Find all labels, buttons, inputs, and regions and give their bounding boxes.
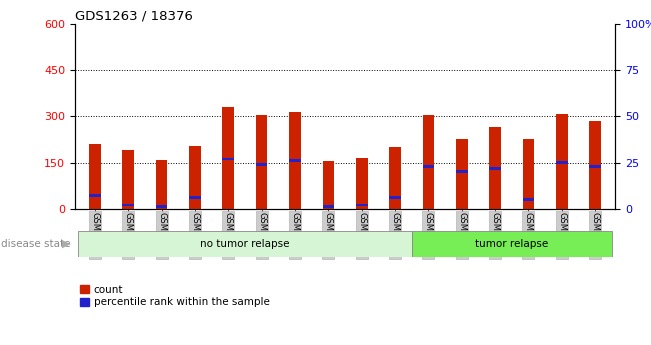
Bar bbox=[256, 163, 268, 166]
Bar bbox=[389, 147, 401, 209]
Bar bbox=[523, 198, 534, 201]
Bar bbox=[422, 115, 434, 209]
Bar bbox=[89, 195, 101, 197]
Bar bbox=[189, 196, 201, 199]
Bar bbox=[556, 114, 568, 209]
Bar bbox=[356, 158, 368, 209]
Bar bbox=[122, 150, 134, 209]
Bar bbox=[78, 231, 411, 257]
Bar bbox=[523, 139, 534, 209]
Bar bbox=[289, 159, 301, 162]
Bar bbox=[89, 144, 101, 209]
Bar bbox=[223, 107, 234, 209]
Legend: count, percentile rank within the sample: count, percentile rank within the sample bbox=[80, 285, 270, 307]
Bar bbox=[189, 146, 201, 209]
Bar bbox=[589, 121, 601, 209]
Text: GSM50509: GSM50509 bbox=[324, 213, 333, 258]
Bar bbox=[122, 204, 134, 206]
Text: ▶: ▶ bbox=[62, 239, 70, 249]
Bar bbox=[389, 196, 401, 199]
Bar bbox=[322, 161, 334, 209]
Bar bbox=[589, 165, 601, 168]
Bar bbox=[456, 139, 467, 209]
Bar bbox=[490, 167, 501, 169]
Text: GSM50473: GSM50473 bbox=[424, 213, 433, 258]
Bar bbox=[156, 206, 167, 208]
Text: GSM50506: GSM50506 bbox=[224, 213, 233, 258]
Text: GSM50510: GSM50510 bbox=[491, 213, 499, 258]
Bar bbox=[256, 115, 268, 209]
Text: GSM50475: GSM50475 bbox=[457, 213, 466, 258]
Text: GSM50512: GSM50512 bbox=[391, 213, 400, 258]
Bar bbox=[490, 127, 501, 209]
Text: tumor relapse: tumor relapse bbox=[475, 239, 548, 249]
Text: GSM50508: GSM50508 bbox=[290, 213, 299, 258]
Bar bbox=[223, 158, 234, 160]
Text: GSM50507: GSM50507 bbox=[257, 213, 266, 258]
Bar bbox=[356, 204, 368, 206]
Text: GSM50515: GSM50515 bbox=[590, 213, 600, 258]
Text: GSM50513: GSM50513 bbox=[524, 213, 533, 258]
Text: GDS1263 / 18376: GDS1263 / 18376 bbox=[75, 10, 193, 23]
Text: GSM50496: GSM50496 bbox=[124, 213, 133, 258]
Bar bbox=[322, 206, 334, 208]
Text: no tumor relapse: no tumor relapse bbox=[201, 239, 290, 249]
Bar bbox=[422, 165, 434, 168]
Text: GSM50504: GSM50504 bbox=[157, 213, 166, 258]
Text: GSM50474: GSM50474 bbox=[90, 213, 100, 258]
Bar bbox=[289, 112, 301, 209]
Text: disease state: disease state bbox=[1, 239, 71, 249]
Bar bbox=[456, 170, 467, 173]
Bar bbox=[556, 161, 568, 164]
Bar bbox=[411, 231, 612, 257]
Text: GSM50511: GSM50511 bbox=[357, 213, 367, 258]
Bar bbox=[156, 159, 167, 209]
Text: GSM50514: GSM50514 bbox=[557, 213, 566, 258]
Text: GSM50505: GSM50505 bbox=[191, 213, 199, 258]
